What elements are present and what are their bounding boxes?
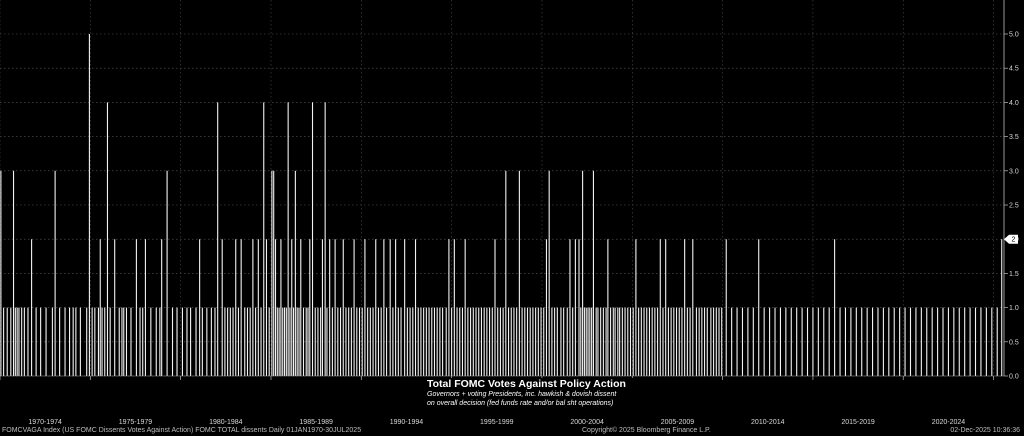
x-tick-label: 2015-2019 (841, 419, 875, 426)
chart-subtitle-line-1: Governors + voting Presidents, inc. hawk… (427, 391, 617, 398)
y-tick-label: 0.0 (1009, 374, 1019, 381)
chart-title-box: Total FOMC Votes Against Policy Action G… (427, 378, 637, 408)
chart-subtitle-line-2: on overall decision (fed funds rate and/… (427, 400, 614, 407)
last-value-marker (1004, 234, 1018, 244)
x-tick-label: 2010-2014 (751, 419, 785, 426)
x-tick-label: 1980-1984 (209, 419, 243, 426)
x-tick-label: 1970-1974 (28, 419, 62, 426)
x-tick-label: 1985-1989 (299, 419, 333, 426)
last-value-label: 2 (1012, 237, 1016, 244)
y-tick-label: 1.5 (1009, 271, 1019, 278)
y-tick-label: 5.0 (1009, 32, 1019, 39)
y-tick-label: 2.5 (1009, 203, 1019, 210)
chart-title: Total FOMC Votes Against Policy Action (427, 378, 626, 390)
y-tick-label: 3.5 (1009, 134, 1019, 141)
y-tick-label: 4.0 (1009, 100, 1019, 107)
x-tick-label: 2005-2009 (661, 419, 695, 426)
footer-copyright: Copyright© 2025 Bloomberg Finance L.P. (582, 427, 711, 434)
y-tick-label: 3.0 (1009, 168, 1019, 175)
x-tick-label: 1995-1999 (480, 419, 514, 426)
footer-timestamp: 02-Dec-2025 10:36:36 (950, 427, 1020, 434)
footer-security-description: FOMCVAGA Index (US FOMC Dissents Votes A… (2, 427, 362, 434)
y-tick-label: 0.5 (1009, 339, 1019, 346)
y-tick-label: 4.5 (1009, 66, 1019, 73)
x-tick-label: 2020-2024 (932, 419, 966, 426)
x-tick-label: 1975-1979 (119, 419, 153, 426)
x-tick-label: 1990-1994 (390, 419, 424, 426)
x-tick-label: 2000-2004 (570, 419, 604, 426)
y-tick-label: 1.0 (1009, 305, 1019, 312)
